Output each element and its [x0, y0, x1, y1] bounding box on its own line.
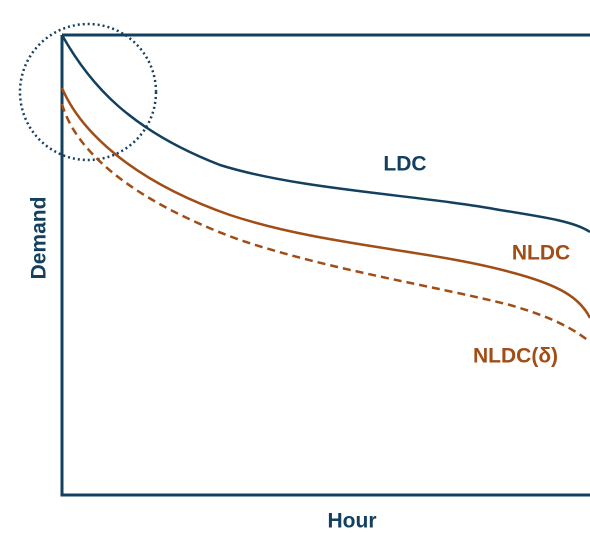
x-axis-label: Hour [328, 510, 377, 533]
highlight-circle [18, 22, 158, 162]
y-axis-label: Demand [28, 197, 51, 280]
axes [60, 35, 590, 497]
ldc-label: LDC [383, 153, 426, 176]
nldc-curve [60, 87, 590, 319]
nldc-label: NLDC [512, 242, 570, 265]
nldc-delta-label: NLDC(δ) [473, 345, 558, 368]
ldc-curve [60, 34, 590, 234]
nldc-delta-curve [60, 103, 590, 343]
